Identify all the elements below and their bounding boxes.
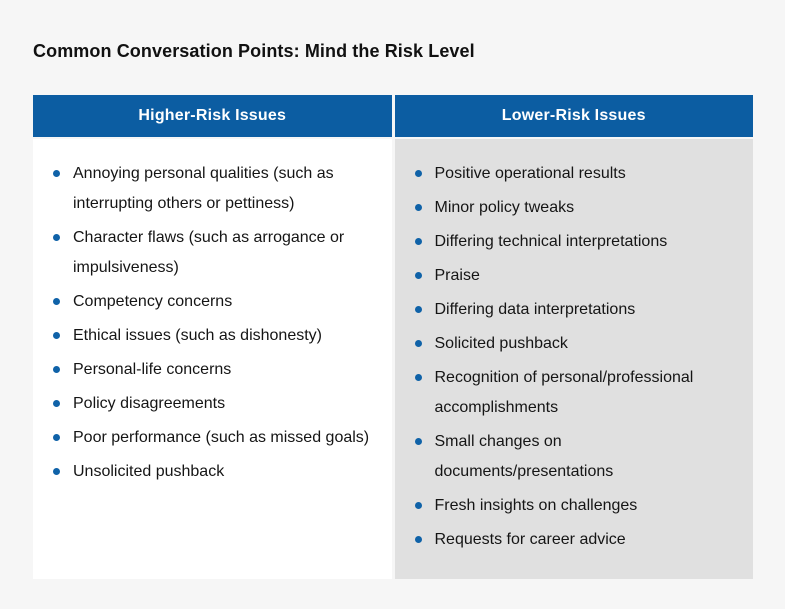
lower-risk-cell: Positive operational results Minor polic…	[394, 139, 753, 579]
list-item: Small changes on documents/presentations	[414, 427, 738, 487]
bullet-icon	[414, 238, 422, 245]
list-item: Differing technical interpretations	[414, 227, 738, 257]
bullet-icon	[53, 234, 60, 241]
list-item-text: Annoying personal qualities (such as int…	[73, 165, 334, 212]
list-item-text: Requests for career advice	[434, 531, 626, 548]
list-item: Positive operational results	[414, 159, 738, 189]
list-item: Differing data interpretations	[414, 295, 738, 325]
list-item-text: Differing technical interpretations	[434, 233, 668, 250]
bullet-icon	[414, 438, 422, 445]
list-item-text: Policy disagreements	[73, 395, 226, 412]
higher-risk-list: Annoying personal qualities (such as int…	[53, 159, 376, 487]
list-item-text: Character flaws (such as arrogance or im…	[73, 229, 345, 276]
list-item: Unsolicited pushback	[53, 457, 376, 487]
bullet-icon	[53, 366, 60, 373]
list-item: Requests for career advice	[414, 525, 738, 555]
list-item: Fresh insights on challenges	[414, 491, 738, 521]
bullet-icon	[414, 170, 422, 177]
list-item: Personal-life concerns	[53, 355, 376, 385]
list-item-text: Recognition of personal/professional acc…	[434, 369, 694, 416]
list-item-text: Ethical issues (such as dishonesty)	[73, 327, 322, 344]
risk-table: Higher-Risk Issues Lower-Risk Issues Ann…	[33, 95, 753, 579]
bullet-icon	[414, 502, 422, 509]
column-header-higher-risk: Higher-Risk Issues	[33, 95, 392, 137]
list-item: Minor policy tweaks	[414, 193, 738, 223]
list-item: Policy disagreements	[53, 389, 376, 419]
list-item: Praise	[414, 261, 738, 291]
bullet-icon	[414, 374, 422, 381]
list-item: Annoying personal qualities (such as int…	[53, 159, 376, 219]
bullet-icon	[53, 170, 60, 177]
page-title: Common Conversation Points: Mind the Ris…	[33, 41, 475, 61]
list-item-text: Minor policy tweaks	[434, 199, 575, 216]
list-item: Recognition of personal/professional acc…	[414, 363, 738, 423]
list-item-text: Competency concerns	[73, 293, 233, 310]
bullet-icon	[414, 306, 422, 313]
bullet-icon	[414, 340, 422, 347]
bullet-icon	[53, 468, 60, 475]
list-item: Solicited pushback	[414, 329, 738, 359]
list-item: Character flaws (such as arrogance or im…	[53, 223, 376, 283]
list-item: Poor performance (such as missed goals)	[53, 423, 376, 453]
list-item-text: Unsolicited pushback	[73, 463, 225, 480]
column-header-lower-risk: Lower-Risk Issues	[394, 95, 753, 137]
list-item-text: Personal-life concerns	[73, 361, 232, 378]
lower-risk-list: Positive operational results Minor polic…	[414, 159, 738, 555]
list-item: Competency concerns	[53, 287, 376, 317]
list-item-text: Praise	[434, 267, 480, 284]
bullet-icon	[414, 204, 422, 211]
list-item-text: Differing data interpretations	[434, 301, 636, 318]
bullet-icon	[53, 298, 60, 305]
list-item: Ethical issues (such as dishonesty)	[53, 321, 376, 351]
bullet-icon	[53, 332, 60, 339]
bullet-icon	[414, 272, 422, 279]
list-item-text: Positive operational results	[434, 165, 626, 182]
bullet-icon	[414, 536, 422, 543]
list-item-text: Small changes on documents/presentations	[434, 433, 614, 480]
list-item-text: Fresh insights on challenges	[434, 497, 638, 514]
list-item-text: Solicited pushback	[434, 335, 568, 352]
bullet-icon	[53, 400, 60, 407]
higher-risk-cell: Annoying personal qualities (such as int…	[33, 139, 392, 579]
list-item-text: Poor performance (such as missed goals)	[73, 429, 370, 446]
bullet-icon	[53, 434, 60, 441]
